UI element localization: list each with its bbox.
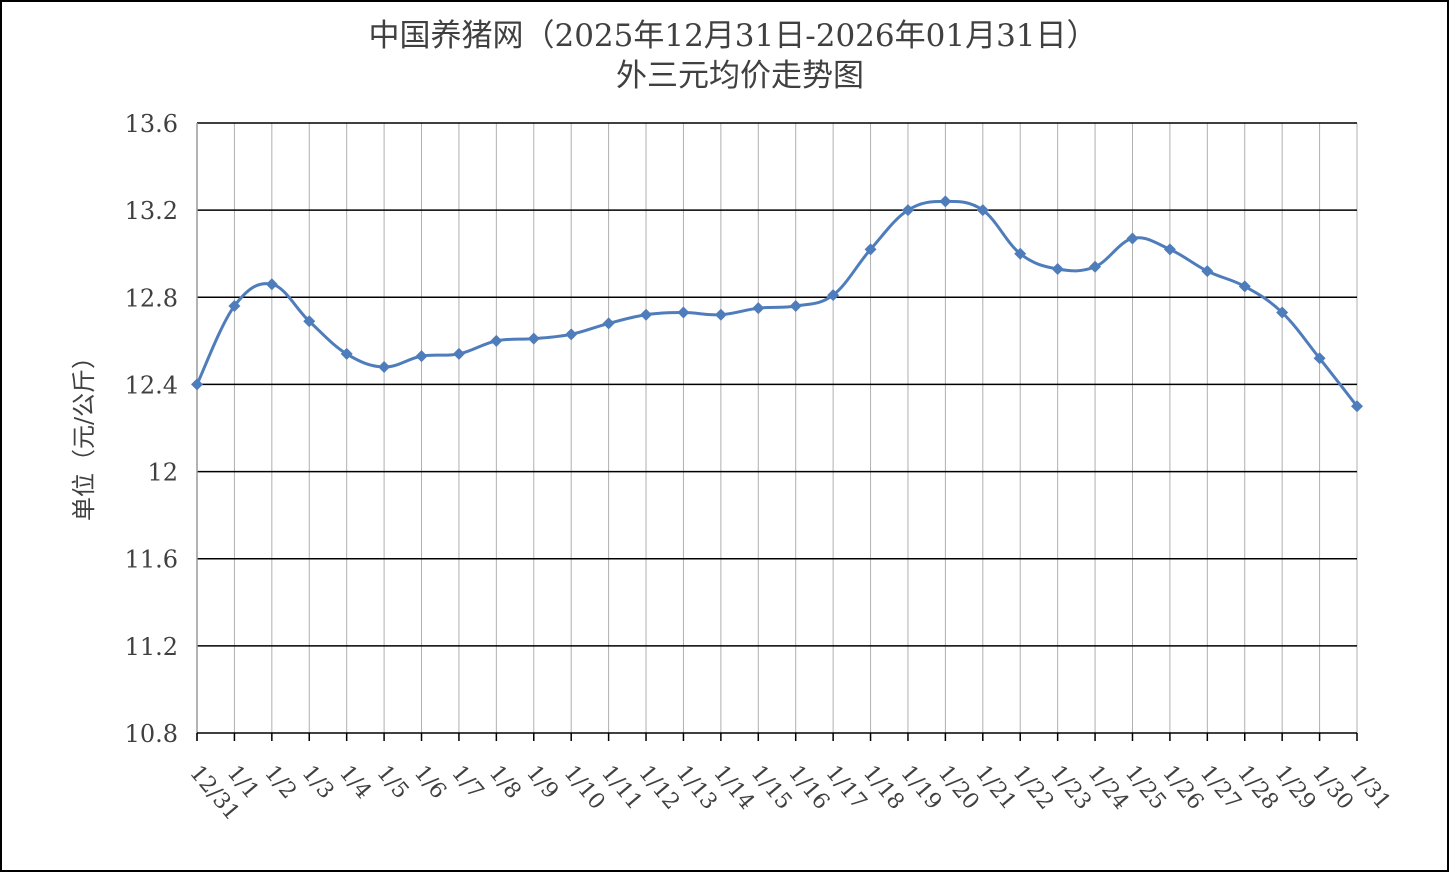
x-tick-label: 1/23 (1045, 761, 1096, 815)
x-tick-label: 1/12 (633, 761, 684, 815)
data-point (265, 278, 278, 291)
x-tick-label: 1/4 (334, 761, 376, 804)
data-point (527, 332, 540, 345)
x-tick-label: 1/20 (933, 761, 984, 815)
x-tick-label: 1/25 (1120, 761, 1171, 815)
vertical-gridlines (233, 123, 1358, 733)
y-tick-label: 11.6 (125, 546, 178, 574)
data-point (602, 317, 615, 330)
x-tick-label: 1/8 (484, 761, 526, 804)
horizontal-gridlines (197, 122, 1357, 647)
data-point (1276, 306, 1289, 319)
x-tick-label: 1/11 (596, 761, 647, 815)
data-point (228, 300, 241, 312)
y-tick-label: 11.2 (125, 633, 178, 661)
y-tick-label: 10.8 (125, 720, 178, 748)
x-tick-label: 1/9 (521, 761, 563, 804)
x-tick-label: 1/24 (1082, 761, 1133, 815)
data-point (1126, 232, 1139, 245)
data-point (452, 347, 465, 360)
axes (196, 123, 1358, 741)
x-tick-label: 1/17 (821, 761, 872, 815)
chart-title-line-2: 外三元均价走势图 (616, 58, 864, 94)
data-point (1051, 262, 1064, 275)
series-layer (191, 195, 1363, 413)
x-tick-label: 1/3 (297, 761, 339, 804)
y-tick-label: 13.6 (125, 110, 178, 138)
data-point (976, 204, 989, 217)
data-point (490, 334, 503, 347)
data-point (303, 315, 316, 328)
data-point (340, 347, 353, 360)
data-point (640, 308, 653, 321)
x-tick-label: 1/21 (970, 761, 1021, 815)
x-tick-label: 1/19 (895, 761, 946, 815)
y-tick-label: 13.2 (125, 197, 178, 225)
data-point (415, 350, 428, 363)
data-point (1313, 352, 1326, 365)
x-tick-label: 1/2 (259, 761, 301, 804)
x-tick-labels: 12/311/11/21/31/41/51/61/71/81/91/101/11… (184, 761, 1395, 826)
x-tick-label: 1/31 (1344, 761, 1395, 815)
data-point (827, 289, 840, 302)
x-tick-label: 1/5 (372, 761, 414, 804)
x-tick-label: 1/18 (858, 761, 909, 815)
data-point (939, 195, 952, 208)
y-tick-labels: 10.8 11.2 11.6 12 12.4 12.8 13.2 13.6 (125, 110, 178, 748)
y-axis-label: 单位（元/公斤） (70, 345, 98, 521)
data-point (1201, 265, 1214, 278)
x-tick-label: 1/30 (1307, 761, 1358, 815)
x-tick-label: 1/13 (671, 761, 722, 815)
x-tick-label: 1/15 (746, 761, 797, 815)
x-tick-label: 1/27 (1195, 761, 1246, 815)
data-point (901, 204, 914, 217)
data-point (789, 300, 802, 312)
x-tick-label: 1/6 (409, 761, 451, 804)
y-tick-label: 12.8 (125, 284, 178, 312)
data-point (565, 328, 578, 341)
x-tick-label: 1/22 (1008, 761, 1059, 815)
x-tick-label: 1/28 (1232, 761, 1283, 815)
y-tick-label: 12.4 (125, 371, 178, 399)
x-tick-label: 1/26 (1157, 761, 1208, 815)
data-point (1089, 260, 1102, 273)
chart-title-line-1: 中国养猪网（2025年12月31日-2026年01月31日） (368, 18, 1097, 54)
data-point (1351, 400, 1363, 413)
data-point (1163, 243, 1176, 256)
data-point (864, 243, 877, 256)
x-tick-label: 1/16 (783, 761, 834, 815)
data-point (191, 378, 203, 391)
data-point (752, 302, 765, 315)
x-tick-label: 1/10 (559, 761, 610, 815)
x-tick-label: 1/14 (708, 761, 759, 815)
data-point (714, 308, 727, 321)
y-tick-label: 12 (147, 459, 178, 487)
x-tick-label: 1/7 (446, 761, 488, 804)
series-line (195, 199, 1359, 408)
data-point (1014, 247, 1027, 260)
data-point (677, 306, 690, 319)
x-tick-label: 1/29 (1270, 761, 1321, 815)
data-point (1238, 280, 1251, 293)
data-point (378, 361, 391, 373)
